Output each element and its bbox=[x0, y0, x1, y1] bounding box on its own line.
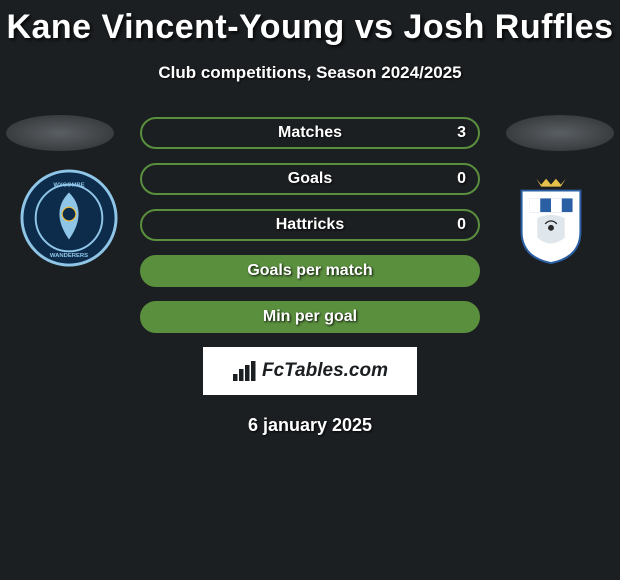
brand-logo-text: FcTables.com bbox=[262, 360, 388, 382]
stat-value-right: 0 bbox=[457, 216, 466, 234]
snapshot-date: 6 january 2025 bbox=[0, 415, 620, 436]
club-badge-left: WYCOMBE WANDERERS bbox=[20, 169, 118, 267]
stat-label: Min per goal bbox=[263, 308, 357, 326]
svg-text:WANDERERS: WANDERERS bbox=[50, 253, 88, 259]
bar-chart-icon bbox=[232, 360, 258, 382]
stat-label: Hattricks bbox=[276, 216, 344, 234]
stat-value-right: 0 bbox=[457, 170, 466, 188]
club-badge-right bbox=[502, 169, 600, 267]
stat-row: Matches 3 bbox=[140, 117, 480, 149]
stat-label: Goals bbox=[288, 170, 332, 188]
player-photo-right bbox=[506, 115, 614, 151]
stat-row: Min per goal bbox=[140, 301, 480, 333]
stat-row: Hattricks 0 bbox=[140, 209, 480, 241]
stat-value-right: 3 bbox=[457, 124, 466, 142]
comparison-content: WYCOMBE WANDERERS Matches3Goals0Hattrick… bbox=[0, 117, 620, 333]
stat-list: Matches 3 Goals 0 Hattricks 0 Goals per match M… bbox=[140, 117, 480, 333]
stat-label: Goals per match bbox=[247, 262, 372, 280]
stat-row: Goals 0 bbox=[140, 163, 480, 195]
stat-row: Goals per match bbox=[140, 255, 480, 287]
brand-logo: FcTables.com bbox=[203, 347, 417, 395]
stat-label: Matches bbox=[278, 124, 342, 142]
player-photo-left bbox=[6, 115, 114, 151]
svg-text:WYCOMBE: WYCOMBE bbox=[53, 183, 84, 189]
page-subtitle: Club competitions, Season 2024/2025 bbox=[0, 63, 620, 83]
page-title: Kane Vincent-Young vs Josh Ruffles bbox=[0, 0, 620, 47]
